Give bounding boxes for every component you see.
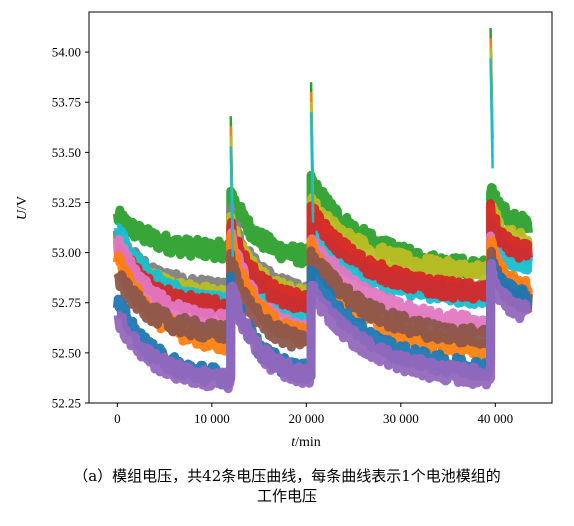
- y-tick-label-1: 52.50: [52, 345, 81, 360]
- y-tick-label-4: 53.25: [52, 195, 81, 210]
- y-tick-label-6: 53.75: [52, 95, 81, 110]
- peak-3-spike-4: [489, 58, 494, 169]
- series-layer: [112, 28, 533, 394]
- figure-caption: （a）模组电压，共42条电压曲线，每条曲线表示1个电池模组的 工作电压: [0, 466, 574, 506]
- x-tick-label-3: 30 000: [383, 411, 419, 426]
- peak-1-spike-4: [229, 146, 234, 257]
- series-8-line: [113, 246, 533, 352]
- x-tick-label-4: 40 000: [477, 411, 513, 426]
- caption-line-2: 工作电压: [256, 487, 317, 505]
- y-tick-label-0: 52.25: [52, 396, 81, 411]
- x-axis-label: t/min: [291, 435, 321, 450]
- y-tick-label-5: 53.50: [52, 145, 81, 160]
- x-axis: 0 10 000 20 000 30 000 40 000: [114, 403, 513, 426]
- caption-line-1: （a）模组电压，共42条电压曲线，每条曲线表示1个电池模组的: [73, 467, 501, 485]
- x-tick-label-1: 10 000: [194, 411, 230, 426]
- peak-2-spike-4: [309, 112, 315, 223]
- voltage-chart: 0 10 000 20 000 30 000 40 000 52.25 52.50 52.7…: [15, 11, 553, 450]
- x-tick-label-2: 20 000: [288, 411, 324, 426]
- y-axis: 52.25 52.50 52.75 53.00 53.25 53.50 53.75 54.00: [52, 45, 89, 411]
- y-axis-label: U/V: [15, 196, 30, 220]
- y-tick-label-2: 52.75: [52, 295, 81, 310]
- series-10-line: [113, 258, 533, 394]
- series-5-line: [113, 199, 533, 322]
- series-1-line: [112, 170, 533, 281]
- y-tick-label-7: 54.00: [52, 45, 81, 60]
- plot-area-frame: [88, 11, 553, 404]
- y-tick-label-3: 53.00: [52, 245, 81, 260]
- x-tick-label-0: 0: [114, 411, 121, 426]
